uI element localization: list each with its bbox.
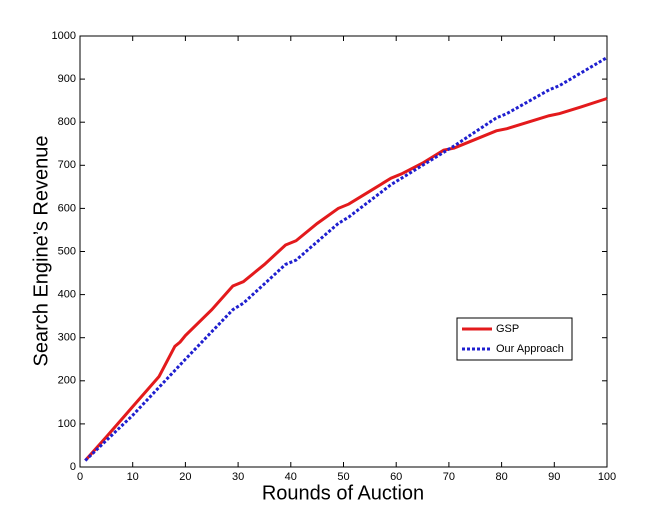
y-tick-label: 500 bbox=[58, 245, 76, 257]
x-tick-label: 20 bbox=[179, 471, 191, 483]
x-tick-label: 70 bbox=[443, 471, 455, 483]
y-tick-label: 900 bbox=[58, 73, 76, 85]
y-tick-label: 400 bbox=[58, 289, 76, 301]
y-tick-label: 600 bbox=[58, 202, 76, 214]
x-tick-label: 100 bbox=[598, 471, 616, 483]
x-tick-label: 30 bbox=[232, 471, 244, 483]
x-tick-label: 50 bbox=[337, 471, 349, 483]
legend-label: GSP bbox=[496, 323, 519, 335]
x-tick-label: 10 bbox=[127, 471, 139, 483]
y-tick-label: 1000 bbox=[52, 30, 76, 42]
x-tick-label: 80 bbox=[495, 471, 507, 483]
legend-label: Our Approach bbox=[496, 343, 564, 355]
y-tick-label: 700 bbox=[58, 159, 76, 171]
x-tick-label: 0 bbox=[77, 471, 83, 483]
y-tick-label: 0 bbox=[70, 461, 76, 473]
x-axis-label: Rounds of Auction bbox=[262, 482, 424, 504]
y-tick-label: 100 bbox=[58, 418, 76, 430]
line-series bbox=[84, 56, 608, 462]
y-tick-label: 200 bbox=[58, 375, 76, 387]
legend-box bbox=[456, 317, 573, 361]
y-tick-label: 800 bbox=[58, 116, 76, 128]
y-tick-label: 300 bbox=[58, 332, 76, 344]
x-tick-label: 90 bbox=[548, 471, 560, 483]
x-tick-label: 40 bbox=[285, 471, 297, 483]
x-tick-label: 60 bbox=[390, 471, 402, 483]
line-series bbox=[84, 97, 608, 462]
y-axis-label: Search Engine’s Revenue bbox=[30, 136, 52, 367]
plot-frame bbox=[79, 35, 608, 468]
